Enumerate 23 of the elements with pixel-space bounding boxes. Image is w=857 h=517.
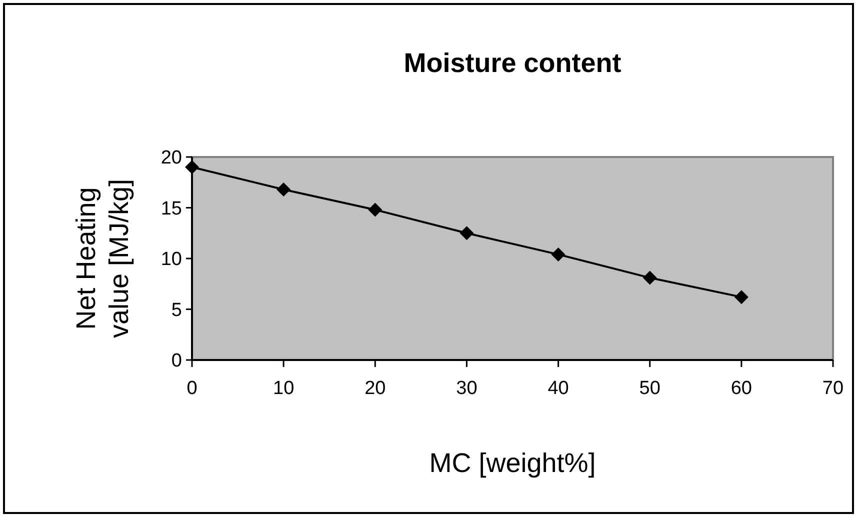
y-axis-title: Net Heating value [MJ/kg] bbox=[71, 178, 134, 338]
y-tick-label: 0 bbox=[171, 350, 182, 372]
point bbox=[276, 182, 291, 196]
x-tick-label: 30 bbox=[456, 378, 478, 399]
x-axis-title: MC [weight%] bbox=[429, 448, 596, 478]
x-tick-label: 70 bbox=[822, 378, 844, 399]
point bbox=[734, 290, 748, 304]
y-tick-label: 10 bbox=[160, 249, 182, 270]
point bbox=[368, 202, 382, 217]
y-tick-label: 15 bbox=[160, 198, 182, 220]
point bbox=[185, 160, 199, 174]
point bbox=[551, 247, 566, 262]
y-tick-label: 5 bbox=[171, 300, 182, 321]
chart-title: Moisture content bbox=[404, 48, 622, 78]
x-tick-label: 20 bbox=[364, 378, 386, 399]
x-tick-label: 50 bbox=[639, 378, 660, 399]
y-tick-label: 20 bbox=[160, 148, 182, 169]
x-tick-label: 0 bbox=[186, 378, 198, 399]
x-tick-label: 10 bbox=[273, 378, 294, 399]
x-tick-label: 40 bbox=[548, 378, 569, 399]
point bbox=[460, 226, 474, 240]
point bbox=[642, 270, 657, 285]
x-tick-label: 60 bbox=[730, 378, 752, 399]
